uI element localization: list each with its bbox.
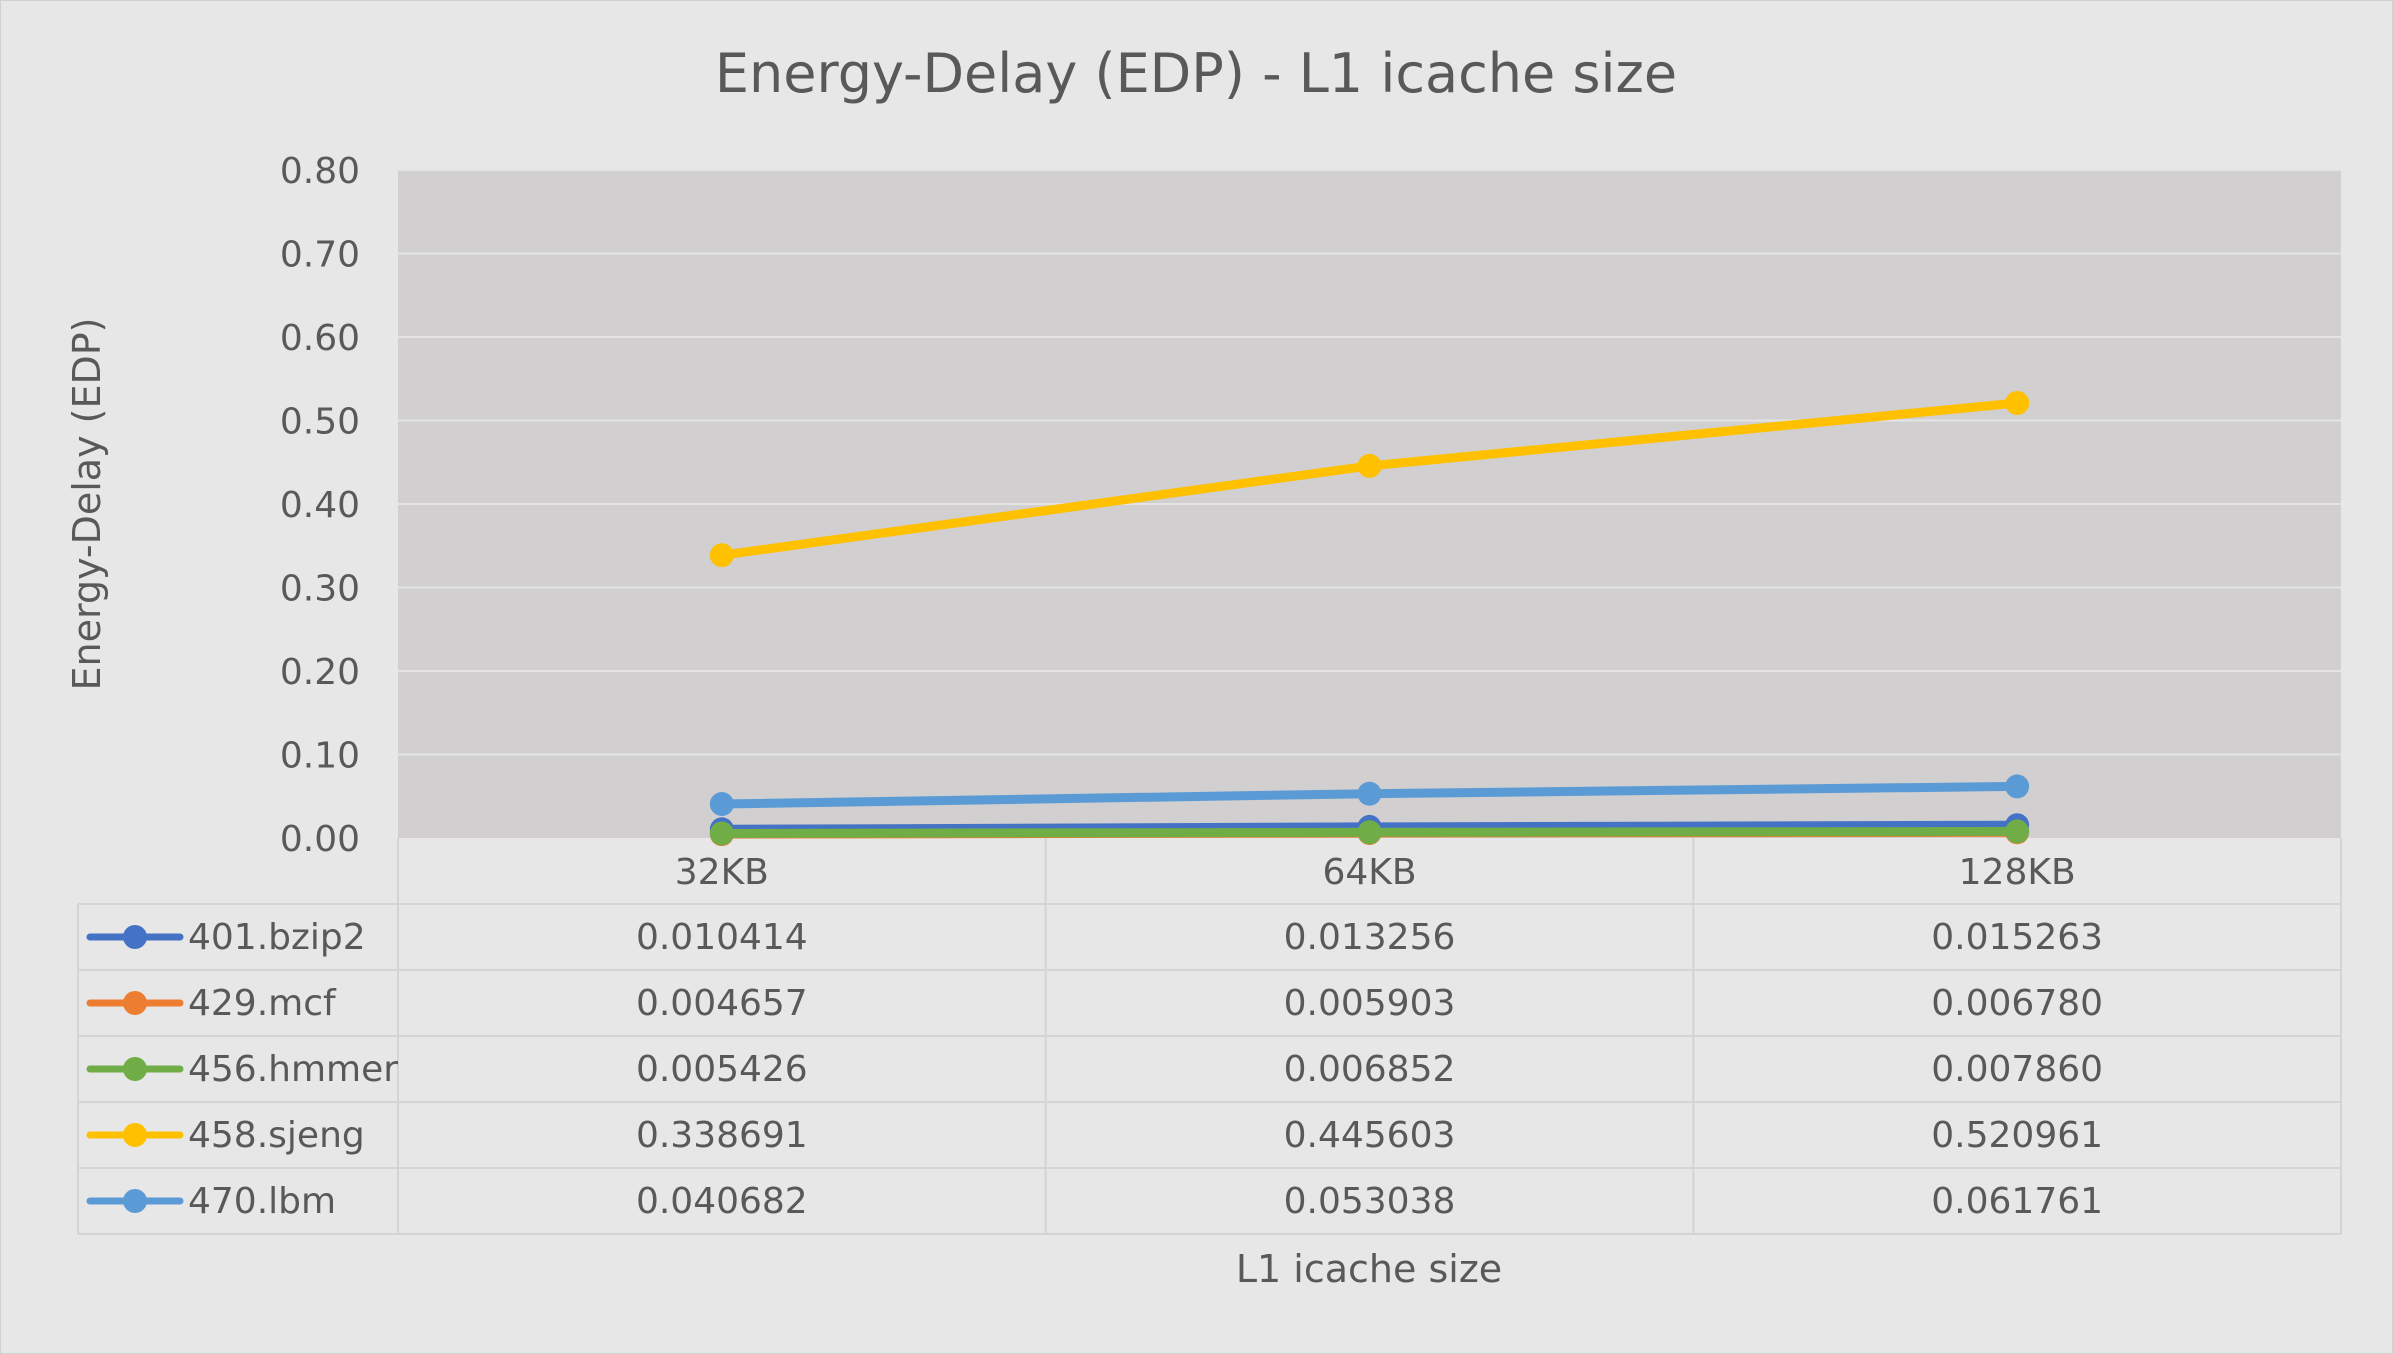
data-table-value: 0.004657 [636, 983, 808, 1024]
data-table-value: 0.006852 [1284, 1049, 1456, 1090]
data-table-value: 0.005903 [1284, 983, 1456, 1024]
data-point [2005, 774, 2030, 799]
data-table-value: 0.007860 [1931, 1049, 2103, 1090]
legend-entry: 458.sjeng [188, 1115, 365, 1156]
y-tick-label: 0.30 [280, 569, 360, 610]
y-tick-label: 0.60 [280, 318, 360, 359]
data-table-value: 0.010414 [636, 917, 808, 958]
y-tick-label: 0.10 [280, 736, 360, 777]
y-tick-label: 0.70 [280, 235, 360, 276]
y-tick-label: 0.50 [280, 402, 360, 443]
y-tick-label: 0.40 [280, 485, 360, 526]
x-tick-label: 64KB [1322, 852, 1416, 893]
data-point [2005, 819, 2030, 844]
data-point [709, 543, 734, 568]
data-point [709, 821, 734, 846]
data-table-value: 0.445603 [1284, 1115, 1456, 1156]
data-point [1357, 820, 1382, 845]
legend-key-marker [123, 1189, 147, 1213]
data-table-value: 0.013256 [1284, 917, 1456, 958]
y-tick-label: 0.00 [280, 819, 360, 860]
y-axis-ticks: 0.00 0.10 0.20 0.30 0.40 0.50 0.60 0.70 0.80 [280, 151, 360, 860]
data-table-value: 0.520961 [1931, 1115, 2103, 1156]
series-lines [709, 390, 2030, 847]
x-tick-label: 32KB [675, 852, 769, 893]
gridlines [398, 169, 2341, 756]
legend-key-marker [123, 1123, 147, 1147]
data-point [1357, 453, 1382, 478]
data-table-value: 0.061761 [1931, 1181, 2103, 1222]
legend-key-marker [123, 1057, 147, 1081]
chart-title: Energy-Delay (EDP) - L1 icache size [715, 42, 1677, 105]
data-table-value: 0.053038 [1284, 1181, 1456, 1222]
legend-entry: 470.lbm [188, 1181, 336, 1222]
legend-entry: 401.bzip2 [188, 917, 366, 958]
data-table: 32KB 64KB 128KB 401.bzip2 0.010414 0.013256 0.… [77, 838, 2342, 1235]
data-table-value: 0.040682 [636, 1181, 808, 1222]
x-tick-label: 128KB [1959, 852, 2076, 893]
legend-key-marker [123, 991, 147, 1015]
y-axis-label: Energy-Delay (EDP) [65, 318, 109, 691]
data-point [2005, 390, 2030, 415]
y-tick-label: 0.80 [280, 151, 360, 192]
y-tick-label: 0.20 [280, 652, 360, 693]
x-axis-label: L1 icache size [1236, 1247, 1502, 1291]
data-table-value: 0.006780 [1931, 983, 2103, 1024]
legend-entry: 456.hmmer [188, 1049, 398, 1090]
data-point [709, 792, 734, 817]
data-table-value: 0.338691 [636, 1115, 808, 1156]
data-table-value: 0.015263 [1931, 917, 2103, 958]
legend-key-marker [123, 925, 147, 949]
data-table-value: 0.005426 [636, 1049, 808, 1090]
data-point [1357, 781, 1382, 806]
legend-entry: 429.mcf [188, 983, 337, 1024]
